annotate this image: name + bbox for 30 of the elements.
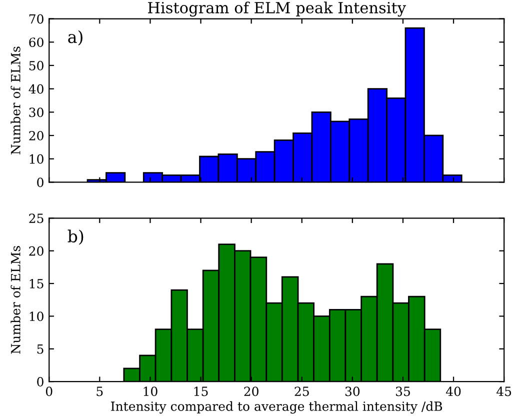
annotation: b) xyxy=(68,230,84,245)
annotation: a) xyxy=(68,30,82,46)
y-tick-label: 70 xyxy=(29,14,44,24)
y-tick-label: 40 xyxy=(28,84,44,94)
x-axis-title: Intensity compared to average thermal intensity /dB xyxy=(111,401,442,414)
y-tick-label: 10 xyxy=(30,154,44,164)
y-tick-label: 20 xyxy=(29,130,44,140)
y-tick-label: 50 xyxy=(29,60,44,70)
y-tick-label: 10 xyxy=(30,312,44,322)
y-tick-label: 30 xyxy=(29,108,44,118)
chart-title: Histogram of ELM peak Intensity xyxy=(148,2,406,17)
y-tick-label: 20 xyxy=(29,246,44,256)
x-tick-label: 5 xyxy=(96,386,103,396)
x-tick-label: 45 xyxy=(496,386,512,396)
x-tick-label: 15 xyxy=(194,386,208,396)
x-tick-label: 30 xyxy=(345,386,360,396)
x-tick-label: 10 xyxy=(144,386,158,396)
y-tick-label: 0 xyxy=(37,178,44,188)
x-tick-label: 35 xyxy=(396,386,410,396)
x-tick-label: 25 xyxy=(294,386,309,396)
y-tick-label: 0 xyxy=(37,377,44,386)
y-tick-label: 60 xyxy=(29,38,44,48)
x-tick-label: 20 xyxy=(244,386,258,396)
x-tick-label: 40 xyxy=(446,386,461,396)
y-axis-title: Number of ELMs xyxy=(10,246,20,354)
y-tick-label: 25 xyxy=(29,214,44,224)
y-tick-label: 15 xyxy=(30,278,44,288)
y-tick-label: 5 xyxy=(37,344,44,354)
y-axis-title: Number of ELMs xyxy=(10,46,20,154)
x-tick-label: 0 xyxy=(46,386,52,396)
